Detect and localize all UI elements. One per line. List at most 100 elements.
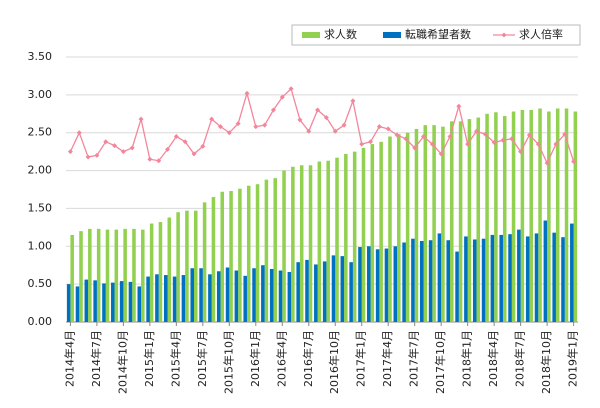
marker [509,136,515,142]
marker [191,151,197,157]
marker [200,143,206,149]
marker [165,146,171,152]
marker [544,160,550,166]
bar [225,267,230,322]
marker [323,115,329,121]
bar [211,197,216,322]
bar [208,274,212,322]
bar [176,212,180,322]
bar [308,165,313,322]
marker [359,141,365,147]
marker [156,158,162,164]
bar [458,121,463,322]
x-tick-label: 2014年10月 [115,330,129,394]
bar [384,248,389,322]
bar [79,231,83,322]
bar [158,222,163,322]
x-tick-label: 2017年10月 [433,330,447,394]
marker [217,124,223,130]
marker [129,145,135,151]
bar [167,217,172,322]
x-tick-label: 2018年1月 [460,330,474,387]
x-tick-label: 2017年7月 [407,330,421,387]
bar [141,229,145,322]
marker [376,124,382,130]
marker [138,116,144,122]
bar [402,242,406,322]
marker [332,128,338,134]
bar [102,283,106,322]
bar [517,229,521,322]
marker [120,149,126,155]
bar [375,249,380,322]
bar [441,126,445,323]
bar [128,281,133,322]
bar [273,178,277,322]
marker [491,140,497,146]
bar [194,210,198,322]
bar [349,262,353,322]
marker [465,141,471,147]
x-tick-label: 2018年7月 [513,330,527,387]
bar [520,110,525,322]
marker [262,122,268,128]
bar [105,229,110,322]
bar [414,128,419,322]
bar [119,281,124,322]
bar [485,113,489,323]
marker [456,103,462,109]
bar [481,238,486,322]
bar [88,228,92,322]
bar [552,232,556,322]
bar [472,239,477,322]
marker [473,128,479,134]
bar [282,170,286,322]
marker [341,122,347,128]
bar [331,255,336,322]
bar [561,237,565,322]
bar [199,268,203,322]
bar [146,276,150,322]
marker [173,134,179,139]
bar [93,280,97,322]
bar [490,234,495,322]
bar [246,185,251,322]
marker [394,132,400,138]
bar [234,270,239,322]
bar [370,144,375,322]
legend-label: 求人倍率 [519,27,563,41]
bar [367,246,371,322]
marker [94,152,100,158]
bar [508,234,512,322]
bar [317,161,322,322]
marker [385,126,391,132]
x-tick-label: 2015年1月 [142,330,156,387]
y-tick-label: 3.00 [28,88,53,101]
bar [123,228,127,322]
bar [344,153,348,322]
bar [75,286,80,322]
bar [494,112,498,323]
x-tick-label: 2017年4月 [380,330,394,387]
bar [278,270,283,322]
marker [209,116,215,122]
bar [96,228,101,322]
bar [111,282,115,322]
bar [455,251,459,322]
y-tick-label: 2.00 [28,164,53,177]
bar [202,202,207,322]
marker [253,124,259,130]
legend-swatch [383,32,401,38]
marker [571,158,577,164]
legend-box [291,24,581,46]
marker [421,134,427,139]
x-tick-label: 2014年4月 [62,330,76,387]
bar [464,236,468,322]
marker [500,137,506,143]
marker [306,128,312,134]
marker [67,149,73,155]
marker [288,86,294,92]
bar [185,210,189,322]
bar [405,132,410,322]
